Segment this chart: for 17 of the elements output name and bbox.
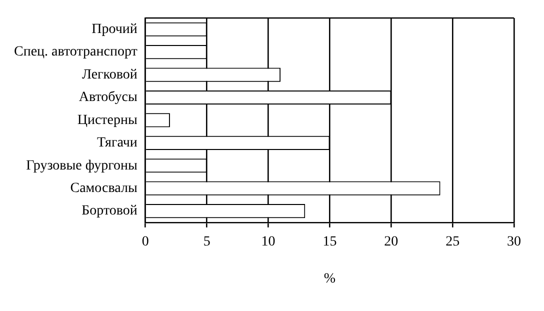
x-tick-label: 10 [261,234,276,250]
y-tick-label: Цистерны [77,112,138,128]
x-tick-label: 20 [384,234,398,250]
x-tick-label: 15 [322,234,337,250]
y-tick-label: Грузовые фургоны [26,158,138,174]
x-axis-title: % [324,271,336,286]
y-tick-label: Самосвалы [70,181,138,196]
y-tick-label: Прочий [92,22,138,38]
x-tick-label: 5 [203,234,210,250]
y-tick-label: Спец. автотранспорт [14,44,138,60]
y-tick-label: Бортовой [82,204,138,219]
x-tick-label: 25 [446,234,460,250]
x-tick-label: 0 [142,234,149,250]
y-tick-label: Автобусы [78,90,138,106]
y-tick-label: Легковой [82,67,138,82]
x-tick-label: 30 [507,234,521,250]
y-tick-label: Тягачи [97,136,138,151]
